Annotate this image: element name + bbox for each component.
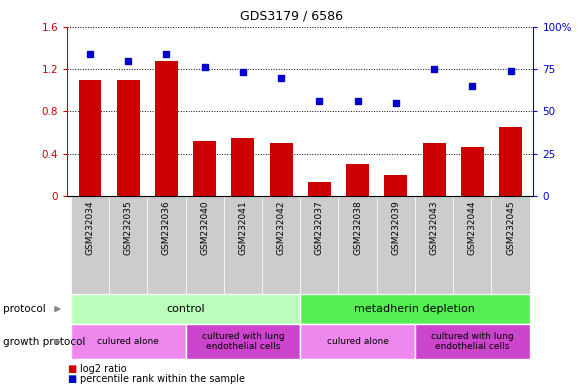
Text: protocol: protocol bbox=[3, 304, 45, 314]
Text: GSM232038: GSM232038 bbox=[353, 201, 362, 255]
FancyBboxPatch shape bbox=[339, 196, 377, 294]
Bar bbox=[117, 79, 140, 196]
FancyBboxPatch shape bbox=[147, 196, 185, 294]
FancyBboxPatch shape bbox=[224, 196, 262, 294]
Text: GSM232040: GSM232040 bbox=[200, 201, 209, 255]
Text: ■: ■ bbox=[67, 374, 76, 384]
Text: GSM232039: GSM232039 bbox=[391, 201, 401, 255]
Bar bbox=[193, 141, 216, 196]
FancyBboxPatch shape bbox=[109, 196, 147, 294]
Bar bbox=[155, 61, 178, 196]
Text: percentile rank within the sample: percentile rank within the sample bbox=[80, 374, 245, 384]
Bar bbox=[308, 182, 331, 196]
Bar bbox=[384, 175, 408, 196]
FancyBboxPatch shape bbox=[262, 196, 300, 294]
FancyBboxPatch shape bbox=[377, 196, 415, 294]
Text: log2 ratio: log2 ratio bbox=[80, 364, 127, 374]
Bar bbox=[461, 147, 484, 196]
FancyBboxPatch shape bbox=[300, 196, 339, 294]
Text: GSM232043: GSM232043 bbox=[430, 201, 438, 255]
Text: GSM232035: GSM232035 bbox=[124, 201, 133, 255]
Bar bbox=[231, 138, 254, 196]
FancyBboxPatch shape bbox=[491, 196, 529, 294]
Text: GSM232042: GSM232042 bbox=[276, 201, 286, 255]
Bar bbox=[270, 143, 293, 196]
Text: GSM232044: GSM232044 bbox=[468, 201, 477, 255]
Text: control: control bbox=[166, 304, 205, 314]
FancyBboxPatch shape bbox=[415, 196, 453, 294]
Text: ■: ■ bbox=[67, 364, 76, 374]
Text: growth protocol: growth protocol bbox=[3, 337, 85, 347]
Text: GSM232036: GSM232036 bbox=[162, 201, 171, 255]
FancyBboxPatch shape bbox=[71, 196, 109, 294]
Text: GDS3179 / 6586: GDS3179 / 6586 bbox=[240, 10, 343, 23]
Bar bbox=[423, 143, 445, 196]
Text: cultured with lung
endothelial cells: cultured with lung endothelial cells bbox=[431, 332, 514, 351]
Bar bbox=[79, 79, 101, 196]
Text: metadherin depletion: metadherin depletion bbox=[354, 304, 475, 314]
Bar bbox=[499, 127, 522, 196]
Text: GSM232034: GSM232034 bbox=[86, 201, 94, 255]
FancyBboxPatch shape bbox=[453, 196, 491, 294]
FancyBboxPatch shape bbox=[185, 196, 224, 294]
Text: culured alone: culured alone bbox=[326, 337, 388, 346]
Text: GSM232037: GSM232037 bbox=[315, 201, 324, 255]
Text: culured alone: culured alone bbox=[97, 337, 159, 346]
Bar bbox=[346, 164, 369, 196]
Text: cultured with lung
endothelial cells: cultured with lung endothelial cells bbox=[202, 332, 285, 351]
Text: GSM232045: GSM232045 bbox=[506, 201, 515, 255]
Text: GSM232041: GSM232041 bbox=[238, 201, 247, 255]
